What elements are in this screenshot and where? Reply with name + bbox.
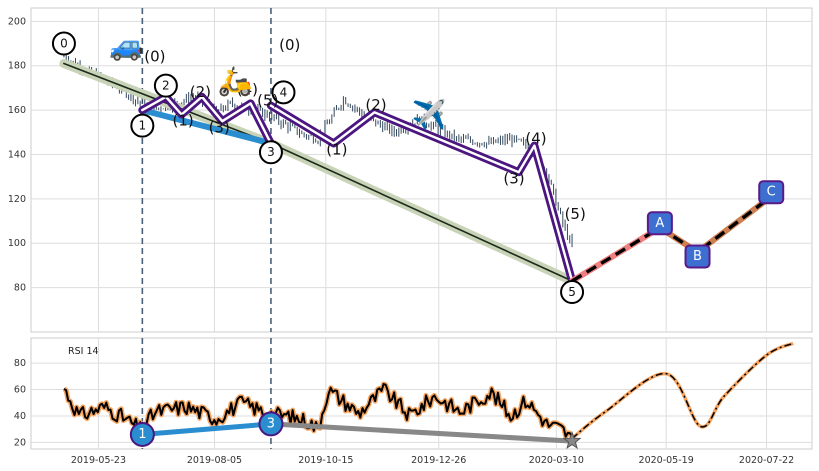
x-tick-label: 2019-05-23: [71, 455, 126, 466]
x-tick-label: 2019-08-05: [187, 455, 242, 466]
wave-text-label: (2): [190, 83, 211, 101]
price-y-tick: 180: [8, 61, 26, 72]
wave-box-label: A: [655, 216, 664, 231]
wave-line: [139, 107, 274, 147]
price-y-tick: 200: [8, 16, 26, 27]
wave-box-marker: [758, 180, 785, 205]
wave-text-label: (3): [209, 118, 230, 136]
wave-text-label: (0): [279, 36, 300, 54]
rsi-y-tick: 20: [14, 437, 26, 448]
wave-text-label: (2): [365, 96, 386, 114]
wave-circle-label: 3: [267, 145, 275, 159]
wave-line: [269, 104, 574, 283]
rsi-circle-marker: [129, 421, 155, 447]
rsi-y-tick: 80: [14, 358, 26, 369]
price-frame: [30, 7, 813, 333]
wave-box-label: C: [767, 185, 776, 200]
x-axis: 2019-05-23 2019-08-05 2019-10-15 2019-12-26…: [71, 455, 794, 466]
wave-circle-marker: [130, 113, 155, 138]
wave-text-label: (1): [326, 140, 347, 158]
car-icon: 🚙: [109, 29, 144, 62]
rsi-forecast-line: [571, 342, 794, 440]
wave-box-label: B: [693, 249, 702, 264]
price-y-tick: 160: [8, 105, 26, 116]
price-y-tick: 120: [8, 194, 26, 205]
wave-circle-label: 4: [280, 85, 288, 99]
x-tick-label: 2020-07-22: [739, 455, 794, 466]
wave-text-label: (3): [503, 169, 524, 187]
rsi-y-tick: 60: [14, 385, 26, 396]
price-panel: 80 100 120 140 160 180 200 0 1 2 3 4 5 (0) (1) (2) (3) (4…: [8, 7, 813, 333]
wave-text-label: (4): [237, 81, 258, 99]
wave-circle-label: 0: [60, 37, 68, 51]
wave-circle-marker: [271, 80, 296, 105]
wave-text-label: (0): [144, 47, 165, 65]
wave-text-label: (1): [172, 112, 193, 130]
rsi-label: RSI 14: [68, 346, 99, 357]
x-tick-label: 2020-05-19: [639, 455, 694, 466]
scooter-icon: 🛵: [217, 65, 252, 98]
rsi-overlay-line: [139, 421, 274, 437]
price-y-tick: 140: [8, 149, 26, 160]
wave-circle-marker: [560, 280, 585, 305]
price-y-tick: 80: [14, 283, 26, 294]
wave-circle-marker: [153, 73, 178, 98]
wave-line: [571, 195, 773, 283]
wave-circle-label: 2: [162, 79, 170, 93]
x-tick-label: 2019-12-26: [411, 455, 466, 466]
wave-box-marker: [646, 211, 673, 236]
wave-box-marker: [684, 244, 711, 269]
x-tick-label: 2019-10-15: [298, 455, 353, 466]
rsi-circle-label: 3: [267, 416, 275, 431]
rsi-circle-marker: [258, 411, 284, 437]
wave-circle-marker: [51, 31, 76, 56]
wave-circle-label: 5: [568, 285, 576, 299]
wave-circle-label: 1: [139, 119, 147, 133]
wave-text-label: (5): [257, 92, 278, 110]
rsi-star-marker: [562, 431, 582, 450]
rsi-y-tick: 40: [14, 411, 26, 422]
rsi-panel: 20 40 60 80 RSI 14 1 3: [14, 337, 813, 450]
wave-text-label: (5): [565, 205, 586, 223]
airplane-icon: ✈️: [412, 97, 447, 131]
price-y-tick: 100: [8, 238, 26, 249]
wave-text-label: (4): [525, 129, 546, 147]
rsi-overlay-line: [268, 421, 575, 444]
rsi-circle-label: 1: [138, 427, 146, 442]
wave-circle-marker: [258, 140, 283, 165]
x-tick-label: 2020-03-10: [529, 455, 584, 466]
